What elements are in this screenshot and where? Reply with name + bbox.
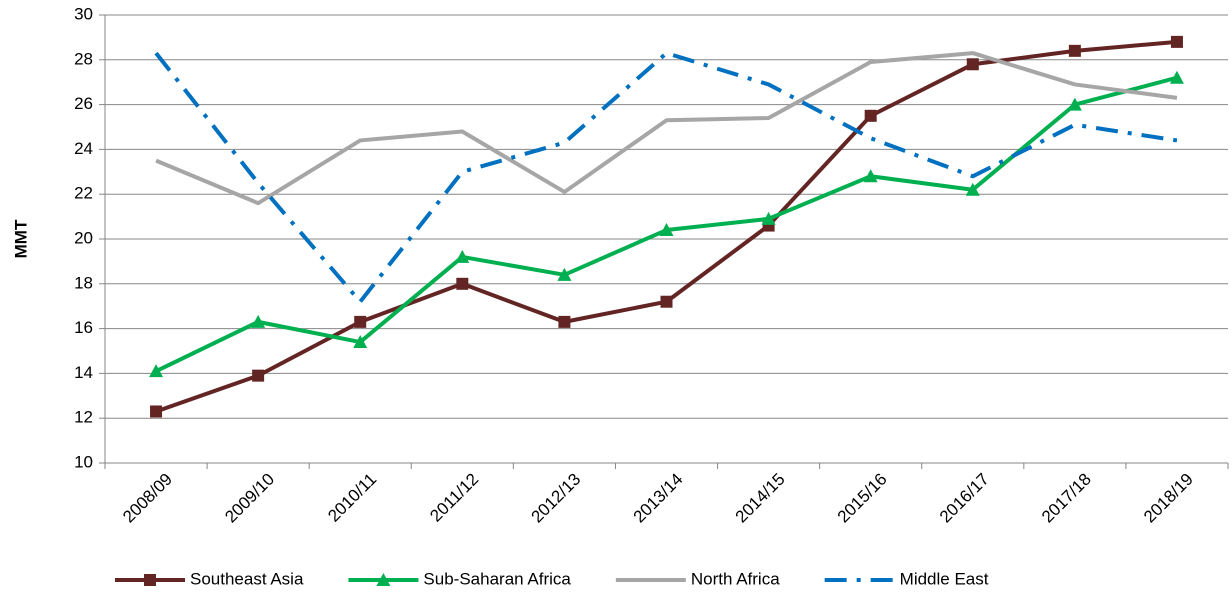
data-point: [456, 277, 469, 290]
x-tick-label: 2010/11: [324, 470, 380, 526]
x-tick-label: 2008/09: [119, 470, 176, 527]
legend-label: Sub-Saharan Africa: [423, 569, 571, 588]
data-point: [149, 364, 164, 378]
legend-marker: [144, 574, 156, 586]
data-point: [761, 211, 776, 225]
x-tick-label: 2015/16: [834, 470, 891, 527]
y-tick-label: 16: [74, 318, 93, 337]
legend-label: Southeast Asia: [190, 569, 304, 588]
data-point: [966, 58, 979, 71]
y-tick-label: 30: [74, 4, 93, 23]
y-tick-label: 24: [74, 139, 93, 158]
data-point: [965, 182, 980, 196]
x-tick-label: 2012/13: [528, 470, 585, 527]
data-point: [864, 109, 877, 122]
data-point: [863, 169, 878, 183]
y-tick-label: 26: [74, 94, 93, 113]
series-line: [154, 51, 1178, 304]
x-tick-label: 2018/19: [1140, 470, 1197, 527]
y-tick-label: 20: [74, 228, 93, 247]
data-point: [455, 249, 470, 263]
x-tick-label: 2009/10: [221, 470, 278, 527]
data-point: [251, 314, 266, 328]
x-tick-label: 2017/18: [1038, 470, 1095, 527]
legend-marker: [376, 573, 391, 586]
data-point: [558, 315, 571, 328]
y-tick-label: 12: [74, 408, 93, 427]
data-point: [354, 315, 367, 328]
series-line: [155, 51, 1178, 206]
data-point: [1170, 35, 1183, 48]
legend-label: North Africa: [691, 569, 780, 588]
y-tick-label: 22: [74, 184, 93, 203]
data-point: [1067, 97, 1082, 111]
data-point: [353, 335, 368, 349]
data-point: [557, 267, 572, 281]
y-tick-label: 14: [74, 363, 93, 382]
data-point: [659, 223, 674, 237]
data-point: [150, 405, 163, 418]
x-tick-label: 2013/14: [630, 470, 687, 527]
y-tick-label: 18: [74, 273, 93, 292]
data-point: [1169, 70, 1184, 84]
y-tick-label: 28: [74, 49, 93, 68]
x-tick-label: 2011/12: [426, 470, 482, 526]
data-point: [660, 295, 673, 308]
x-tick-label: 2014/15: [732, 470, 789, 527]
x-tick-label: 2016/17: [936, 470, 993, 527]
data-point: [1068, 44, 1081, 57]
y-axis-label: MMT: [11, 219, 30, 258]
y-tick-label: 10: [74, 452, 93, 471]
legend-label: Middle East: [900, 569, 989, 588]
data-point: [252, 369, 265, 382]
